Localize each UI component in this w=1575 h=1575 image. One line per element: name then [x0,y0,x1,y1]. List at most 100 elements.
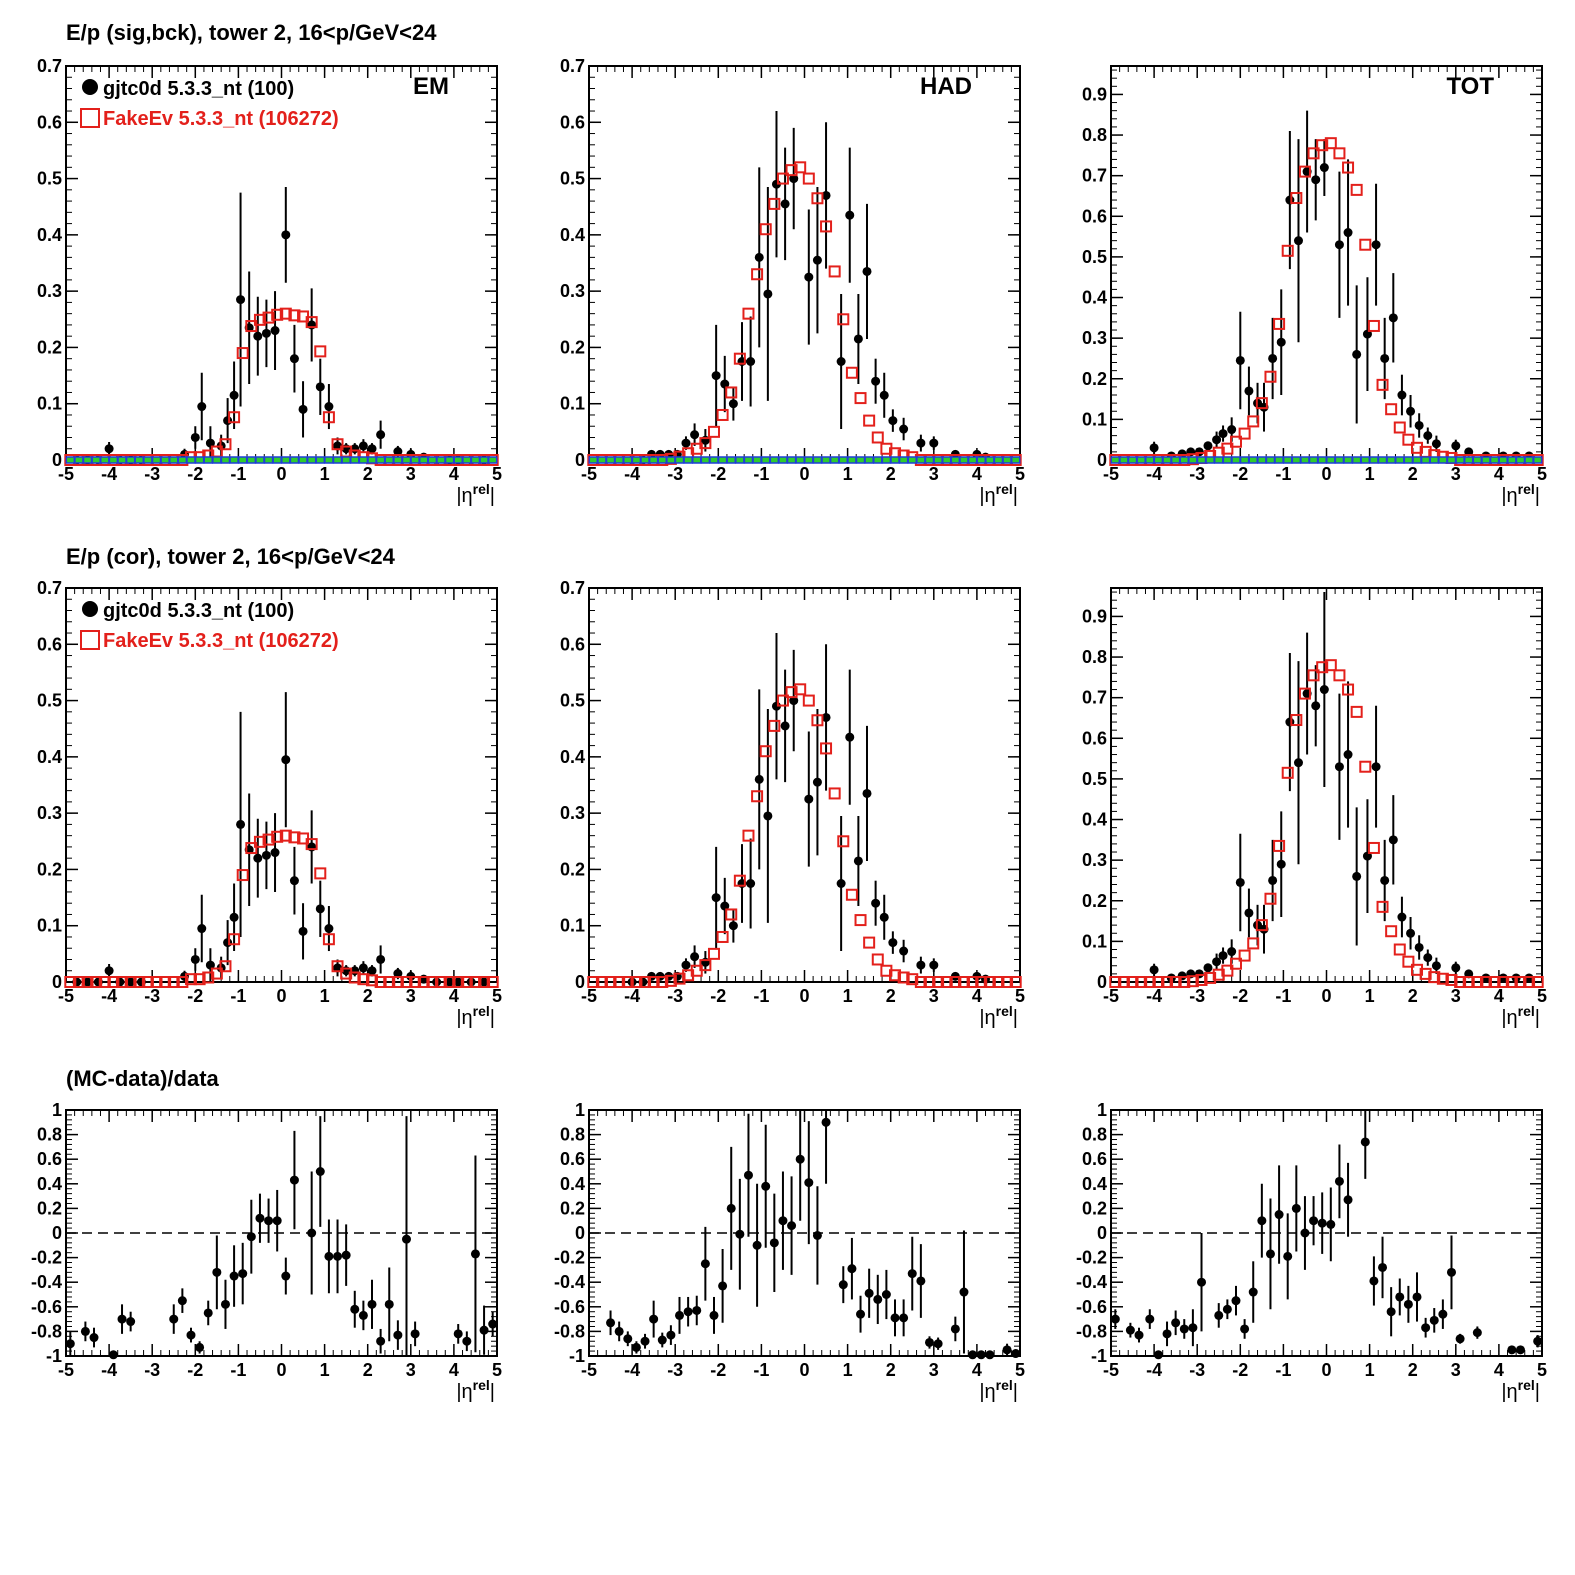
data-point [853,856,863,866]
y-tick-label: 0 [52,972,62,992]
data-point [780,721,790,731]
mc-point [1307,669,1320,682]
data-point [238,1269,248,1279]
x-tick-label: 0 [799,1360,809,1380]
data-point [236,819,246,829]
mc-point [1514,976,1527,988]
y-tick-label: 0.7 [37,56,62,76]
data-point [1145,1314,1155,1324]
data-point [711,893,721,903]
y-tick-label: 0.9 [1082,606,1107,626]
data-point [683,1307,693,1317]
background-point [1010,456,1021,464]
y-tick-label: 0.1 [1082,931,1107,951]
data-point [1431,439,1441,449]
mc-point [1169,976,1182,988]
data-point [1291,1203,1301,1213]
data-point [197,924,207,934]
x-tick-label: 4 [972,464,982,484]
y-tick-label: -0.6 [31,1297,62,1317]
data-point [1276,859,1286,869]
mc-point [1221,442,1234,455]
mc-point [1135,976,1148,988]
data-point [899,1313,909,1323]
data-point [888,416,898,426]
mc-point [288,309,301,322]
data-point [367,966,377,976]
mc-point [742,307,755,320]
data-point [1395,1292,1405,1302]
data-point [1134,1330,1144,1340]
mc-point [1143,976,1156,988]
mc-point [983,976,996,988]
mc-point [1316,139,1329,152]
data-point [281,230,291,240]
data-point [376,954,386,964]
data-point [410,1329,420,1339]
mc-point [871,953,884,966]
data-point [126,977,136,987]
x-tick-label: -2 [187,464,203,484]
x-tick-label: 1 [320,464,330,484]
mc-point [236,869,249,882]
mc-point [914,976,927,988]
data-point [255,1213,265,1223]
data-point [1283,1251,1293,1261]
data-point [333,1251,343,1261]
x-tick-label: -2 [1232,986,1248,1006]
data-point [907,1269,917,1279]
mc-point [1229,435,1242,448]
x-tick-label: 2 [363,986,373,1006]
mc-point [630,976,643,988]
legend-data-marker [82,79,98,95]
x-tick-label: 2 [363,1360,373,1380]
data-point [1218,951,1228,961]
mc-point [1359,760,1372,773]
mc-point [159,976,172,988]
mc-point [889,969,902,982]
data-point [1212,957,1222,967]
plot-frame [1110,587,1543,983]
y-tick-label: -0.2 [1076,1248,1107,1268]
mc-point [1238,949,1251,962]
mc-point [167,976,180,988]
data-point [1235,355,1245,365]
mc-point [1350,705,1363,718]
x-tick-label: -3 [667,464,683,484]
y-tick-label: 0.1 [560,916,585,936]
mc-point [845,888,858,901]
mc-point [940,976,953,988]
mc-point [133,976,146,988]
x-tick-label: 1 [1365,986,1375,1006]
y-tick-label: -0.4 [1076,1272,1107,1292]
mc-point [1402,955,1415,968]
data-point [728,399,738,409]
x-axis-label: |ηrel| [979,481,1018,507]
x-tick-label: -1 [753,1360,769,1380]
x-axis-label: |ηrel| [456,1377,495,1403]
data-point [787,1221,797,1231]
data-point [804,794,814,804]
data-point [453,977,463,987]
y-tick-label: 0 [1097,450,1107,470]
mc-point [1221,964,1234,977]
data-point [1451,441,1461,451]
data-point [104,966,114,976]
mc-point [725,908,738,921]
data-point [1386,1307,1396,1317]
data-point [1203,441,1213,451]
mc-point [1281,766,1294,779]
data-point [804,272,814,282]
mc-point [992,976,1005,988]
y-tick-label: -0.6 [1076,1297,1107,1317]
mc-point [1359,238,1372,251]
data-point [177,1296,187,1306]
data-point [746,879,756,888]
data-point [1222,1304,1232,1314]
data-point [821,1117,831,1127]
y-tick-label: -1 [46,1346,62,1366]
x-tick-label: -1 [230,986,246,1006]
data-point [726,1203,736,1213]
mc-point [1385,403,1398,416]
mc-point [1350,183,1363,196]
